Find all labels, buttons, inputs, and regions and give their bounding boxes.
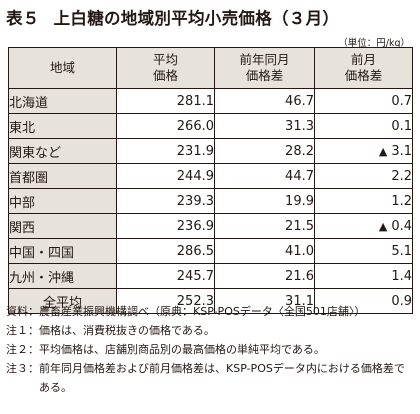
table-row: 北海道 281.1 46.7 0.7	[8, 88, 413, 114]
price-cell: 286.5	[116, 238, 215, 264]
down-triangle-icon: ▲	[378, 219, 388, 233]
yoy-cell: 41.0	[214, 238, 315, 264]
yoy-cell: 28.2	[214, 138, 315, 164]
yoy-cell: 21.5	[214, 213, 315, 239]
region-cell: 九州・沖縄	[8, 263, 117, 289]
mom-cell: 0.9	[314, 288, 413, 314]
mom-value: 3.1	[391, 143, 412, 159]
page-title: 表５ 上白糖の地域別平均小売価格（３月）	[6, 5, 339, 29]
note-1: 注１： 価格は、消費税抜きの価格である。	[6, 321, 409, 340]
mom-cell: 5.1	[314, 238, 413, 264]
mom-value: 0.7	[391, 93, 412, 109]
header-mom-line2: 価格差	[344, 68, 383, 83]
table-row-total: 全平均 252.3 31.1 0.9	[8, 288, 413, 314]
note-label: 注３：	[6, 362, 39, 375]
mom-value: 0.9	[391, 293, 412, 309]
header-price-line2: 価格	[152, 68, 178, 83]
yoy-cell: 31.3	[214, 113, 315, 139]
header-price: 平均 価格	[116, 47, 215, 89]
mom-value: 0.1	[391, 118, 412, 134]
region-cell: 中部	[8, 188, 117, 214]
price-cell: 281.1	[116, 88, 215, 114]
down-triangle-icon: ▲	[378, 144, 388, 158]
mom-value: 5.1	[391, 243, 412, 259]
mom-cell: 2.2	[314, 163, 413, 189]
note-source: 資料： 農畜産業振興機構調べ（原典：KSP-POSデータ〈全国501店舗〉）	[6, 302, 409, 321]
table-row: 関西 236.9 21.5 ▲ 0.4	[8, 213, 413, 239]
header-row: 地域 平均 価格 前年同月 価格差 前月 価格差	[8, 47, 413, 89]
mom-value: 2.2	[391, 168, 412, 184]
note-text: 前年同月価格差および前月価格差は、KSP-POSデータ内における価格差である。	[39, 362, 405, 394]
table-row: 九州・沖縄 245.7 21.6 1.4	[8, 263, 413, 289]
mom-cell: 1.4	[314, 263, 413, 289]
notes: 資料： 農畜産業振興機構調べ（原典：KSP-POSデータ〈全国501店舗〉） 注…	[6, 302, 409, 397]
header-price-line1: 平均	[152, 52, 178, 67]
header-region: 地域	[8, 47, 117, 89]
mom-cell: ▲ 0.4	[314, 213, 413, 239]
table-number: 表５	[6, 9, 40, 28]
yoy-cell: 46.7	[214, 88, 315, 114]
region-cell: 中国・四国	[8, 238, 117, 264]
region-cell: 東北	[8, 113, 117, 139]
yoy-cell: 19.9	[214, 188, 315, 214]
header-yoy-line1: 前年同月	[239, 52, 290, 67]
header-region-label: 地域	[49, 60, 75, 75]
price-table: 地域 平均 価格 前年同月 価格差 前月 価格差 北海道 281.1 46.7 …	[8, 47, 413, 314]
header-mom-line1: 前月	[350, 52, 376, 67]
note-label: 注１：	[6, 324, 39, 337]
note-2: 注２： 平均価格は、店舗別商品別の最高価格の単純平均である。	[6, 340, 409, 359]
yoy-cell: 44.7	[214, 163, 315, 189]
price-cell: 252.3	[116, 288, 215, 314]
mom-cell: 0.1	[314, 113, 413, 139]
price-cell: 239.3	[116, 188, 215, 214]
price-cell: 236.9	[116, 213, 215, 239]
table-title: 上白糖の地域別平均小売価格（３月）	[53, 9, 340, 28]
header-yoy-line2: 価格差	[245, 68, 284, 83]
header-yoy: 前年同月 価格差	[214, 47, 315, 89]
header-mom: 前月 価格差	[314, 47, 413, 89]
mom-value: 0.4	[391, 218, 412, 234]
table-row: 東北 266.0 31.3 0.1	[8, 113, 413, 139]
region-cell: 北海道	[8, 88, 117, 114]
note-label: 注２：	[6, 343, 39, 356]
unit-label: （単位：円/kg）	[338, 38, 410, 49]
price-cell: 266.0	[116, 113, 215, 139]
price-cell: 244.9	[116, 163, 215, 189]
note-text: 平均価格は、店舗別商品別の最高価格の単純平均である。	[39, 343, 325, 356]
table-row: 首都圏 244.9 44.7 2.2	[8, 163, 413, 189]
mom-cell: 1.2	[314, 188, 413, 214]
yoy-cell: 31.1	[214, 288, 315, 314]
note-3: 注３： 前年同月価格差および前月価格差は、KSP-POSデータ内における価格差で…	[6, 359, 409, 397]
table-row: 関東など 231.9 28.2 ▲ 3.1	[8, 138, 413, 164]
note-text: 価格は、消費税抜きの価格である。	[39, 324, 215, 337]
table-row: 中国・四国 286.5 41.0 5.1	[8, 238, 413, 264]
price-cell: 245.7	[116, 263, 215, 289]
region-cell: 関東など	[8, 138, 117, 164]
region-cell: 関西	[8, 213, 117, 239]
note-text: 農畜産業振興機構調べ（原典：KSP-POSデータ〈全国501店舗〉）	[39, 305, 366, 318]
region-cell: 首都圏	[8, 163, 117, 189]
yoy-cell: 21.6	[214, 263, 315, 289]
table-row: 中部 239.3 19.9 1.2	[8, 188, 413, 214]
note-label: 資料：	[6, 305, 39, 318]
mom-value: 1.2	[391, 193, 412, 209]
mom-cell: ▲ 3.1	[314, 138, 413, 164]
region-cell: 全平均	[8, 288, 117, 314]
mom-cell: 0.7	[314, 88, 413, 114]
mom-value: 1.4	[391, 268, 412, 284]
price-cell: 231.9	[116, 138, 215, 164]
